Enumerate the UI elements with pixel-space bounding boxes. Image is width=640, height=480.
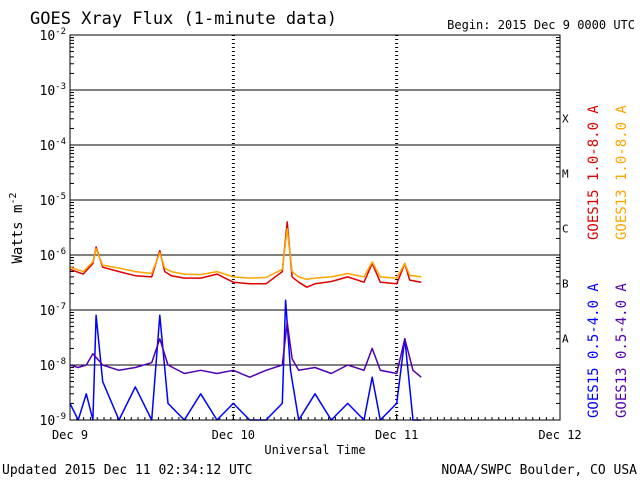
- y-tick-base: 10: [40, 359, 56, 374]
- y-tick-base: 10: [40, 414, 56, 429]
- y-tick-label-4: 10-6: [40, 247, 67, 264]
- series-line-0: [69, 221, 422, 288]
- y-tick-label-3: 10-5: [40, 192, 67, 209]
- y-axis-label-exponent: -2: [8, 192, 19, 204]
- y-tick-label-1: 10-3: [40, 82, 67, 99]
- y-tick-exponent: -9: [55, 412, 66, 422]
- y-axis-label: Watts m-2: [8, 192, 26, 263]
- updated-timestamp: Updated 2015 Dec 11 02:34:12 UTC: [2, 463, 252, 478]
- y-tick-exponent: -4: [55, 137, 66, 147]
- x-tick-labels: Dec 9 Dec 10 Dec 11 Dec 12: [52, 428, 582, 442]
- series-layer: [69, 221, 422, 421]
- y-tick-base: 10: [40, 304, 56, 319]
- y-tick-exponent: -2: [55, 27, 66, 37]
- y-tick-exponent: -3: [55, 82, 66, 92]
- legend-entry-1: GOES13 1.0-8.0 A: [614, 105, 630, 240]
- x-tick-label-0: Dec 9: [52, 428, 88, 442]
- y-tick-label-2: 10-4: [40, 137, 67, 154]
- flare-class-labels: X M C B A: [562, 113, 569, 346]
- series-line-1: [69, 228, 422, 281]
- x-tick-label-3: Dec 12: [538, 428, 581, 442]
- legend-entry-3: GOES13 0.5-4.0 A: [614, 283, 630, 418]
- series-line-3: [69, 321, 422, 378]
- flare-class-X: X: [562, 113, 569, 126]
- x-tick-label-1: Dec 10: [212, 428, 255, 442]
- legend-entry-0: GOES15 1.0-8.0 A: [586, 105, 602, 240]
- y-axis-label-text: Watts m: [10, 205, 26, 264]
- credit-label: NOAA/SWPC Boulder, CO USA: [441, 463, 637, 478]
- flare-class-M: M: [562, 168, 569, 181]
- grid-layer: [69, 34, 561, 421]
- plot-frame: [69, 34, 561, 421]
- flare-class-B: B: [562, 278, 569, 291]
- x-tick-label-2: Dec 11: [375, 428, 418, 442]
- y-tick-label-5: 10-7: [40, 302, 67, 319]
- y-tick-exponent: -7: [55, 302, 66, 312]
- legend: GOES15 1.0-8.0 A GOES13 1.0-8.0 A GOES15 0…: [586, 105, 630, 418]
- y-tick-base: 10: [40, 84, 56, 99]
- y-tick-label-7: 10-9: [40, 412, 67, 429]
- y-tick-base: 10: [40, 139, 56, 154]
- x-axis-label: Universal Time: [264, 443, 365, 457]
- chart-title: GOES Xray Flux (1-minute data): [30, 9, 337, 29]
- flare-class-A: A: [562, 333, 569, 346]
- y-tick-base: 10: [40, 249, 56, 264]
- legend-entry-2: GOES15 0.5-4.0 A: [586, 283, 602, 418]
- y-tick-exponent: -5: [55, 192, 66, 202]
- y-tick-label-0: 10-2: [40, 27, 67, 44]
- flare-class-C: C: [562, 223, 569, 236]
- y-tick-exponent: -6: [55, 247, 66, 257]
- y-tick-base: 10: [40, 29, 56, 44]
- y-tick-base: 10: [40, 194, 56, 209]
- begin-label: Begin: 2015 Dec 9 0000 UTC: [447, 18, 635, 32]
- y-tick-exponent: -8: [55, 357, 66, 367]
- y-tick-labels: 10-210-310-410-510-610-710-810-9: [40, 27, 67, 429]
- y-tick-label-6: 10-8: [40, 357, 67, 374]
